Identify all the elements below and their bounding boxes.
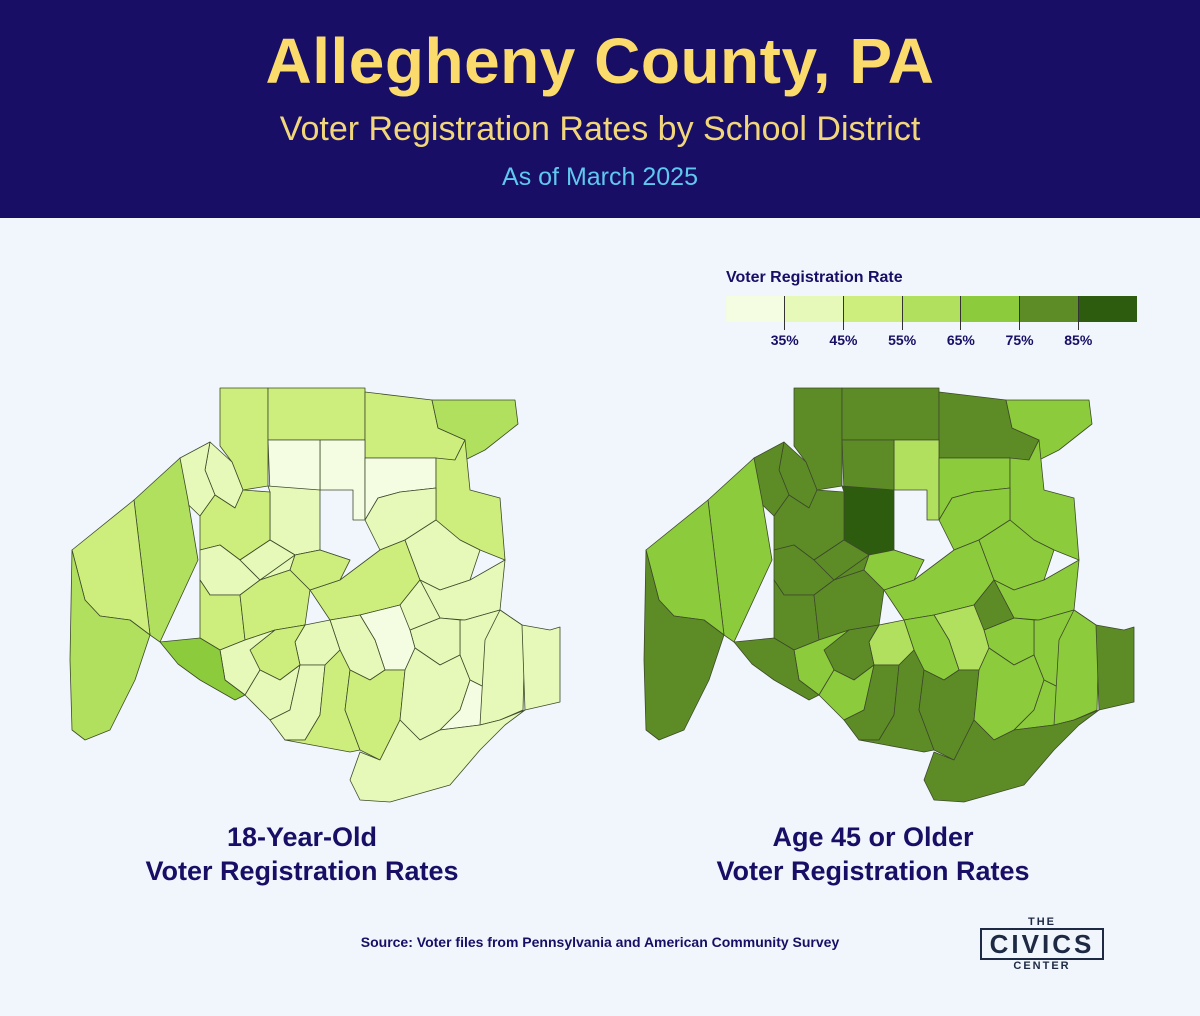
left-map-school-district-41 [521,624,561,711]
right-map-school-district-36 [733,637,820,701]
left-map-school-district-35 [284,649,361,753]
left-map-school-district-5 [319,439,366,521]
legend-swatch [784,296,844,322]
logo-text-middle: CIVICS [980,928,1104,960]
logo-text-top: THE [1028,916,1056,928]
right-map-school-district-7 [841,439,895,493]
right-map-school-district-15 [643,549,725,741]
civics-center-logo: THE CIVICS CENTER [980,916,1104,972]
legend-swatch [1019,296,1079,322]
legend-tick [842,296,844,330]
map-caption-left-line1: 18-Year-Old [226,822,378,852]
left-map-school-district-2 [267,387,366,441]
page-subtitle: Voter Registration Rates by School Distr… [279,110,921,148]
legend-swatch [726,296,785,322]
legend-swatch [843,296,903,322]
source-note: Source: Voter files from Pennsylvania an… [360,934,840,950]
right-map-school-district-2 [841,387,940,441]
legend-tick [1019,296,1021,330]
right-map-school-district-41 [1095,624,1135,711]
legend-tick [1077,296,1079,330]
legend-title: Voter Registration Rate [726,269,903,286]
legend-tick-label: 45% [829,332,858,348]
legend-tick [960,296,962,330]
legend-tick-label: 75% [1005,332,1034,348]
right-map-school-district-43 [863,549,925,591]
legend-tick-label: 65% [946,332,975,348]
map-age-45-older [643,387,1135,803]
logo-text-bottom: CENTER [1013,960,1071,972]
left-map-school-district-15 [69,549,151,741]
legend-color-bar [726,296,1138,322]
left-map-school-district-7 [267,439,321,493]
left-map-school-district-44 [239,539,296,581]
legend-swatch [902,296,961,322]
legend-tick [901,296,903,330]
right-map-school-district-5 [893,439,940,521]
right-map-school-district-42 [923,709,1100,803]
map-caption-left: 18-Year-Old Voter Registration Rates [52,820,552,888]
left-map-school-district-43 [289,549,351,591]
legend-tick [784,296,786,330]
left-map-school-district-36 [159,637,246,701]
page-title: Allegheny County, PA [265,25,935,97]
map-caption-right-line2: Voter Registration Rates [716,856,1030,886]
map-caption-right: Age 45 or Older Voter Registration Rates [623,820,1123,888]
right-map-school-district-44 [813,539,870,581]
map-caption-right-line1: Age 45 or Older [772,822,974,852]
map-18-year-old [69,387,561,803]
legend-swatch [1078,296,1138,322]
map-caption-left-line2: Voter Registration Rates [145,856,459,886]
date-line: As of March 2025 [502,163,698,191]
legend-tick-label: 55% [888,332,917,348]
left-map-school-district-42 [349,709,526,803]
header-banner: Allegheny County, PA Voter Registration … [0,0,1200,218]
right-map-school-district-35 [858,649,935,753]
legend-tick-label: 35% [770,332,799,348]
legend-tick-label: 85% [1064,332,1093,348]
legend-swatch [960,296,1020,322]
